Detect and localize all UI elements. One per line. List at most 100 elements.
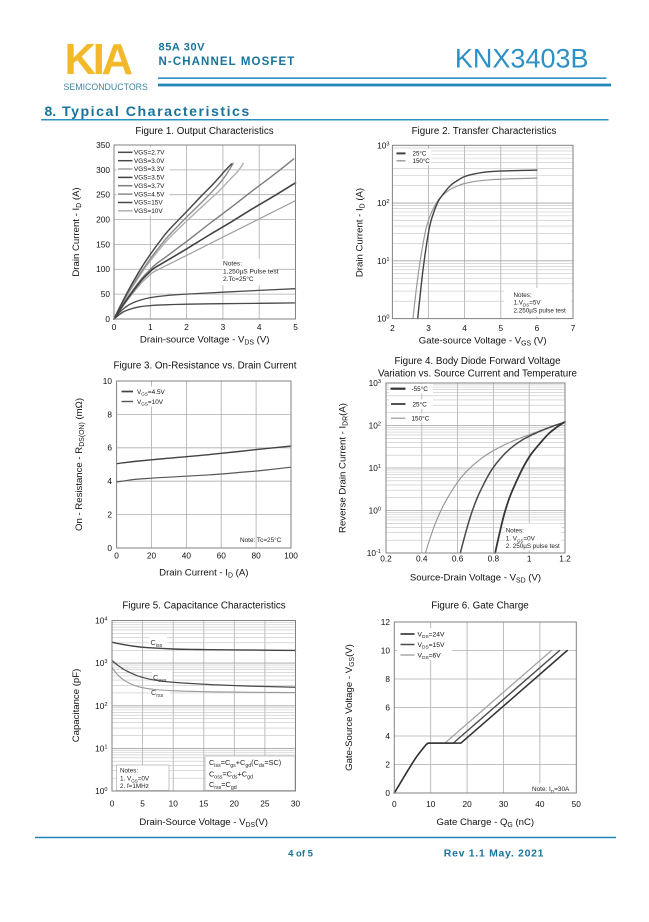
- svg-text:3: 3: [221, 322, 226, 332]
- svg-text:102: 102: [369, 421, 381, 431]
- svg-text:150°C: 150°C: [412, 415, 430, 423]
- svg-text:5: 5: [293, 322, 298, 332]
- svg-text:Coss​=Cds​+Cgd​: Coss​=Cds​+Cgd​: [209, 770, 253, 781]
- svg-text:VGS​=4.5V: VGS​=4.5V: [137, 389, 166, 397]
- svg-text:Drain Current - ID​ (A): Drain Current - ID​ (A): [71, 187, 83, 276]
- svg-text:60: 60: [217, 551, 227, 561]
- svg-text:0: 0: [114, 551, 119, 561]
- svg-text:100: 100: [369, 506, 381, 516]
- svg-text:Figure 5. Capacitance Characte: Figure 5. Capacitance Characteristics: [122, 601, 285, 612]
- svg-text:KIA: KIA: [65, 36, 133, 84]
- svg-text:103: 103: [95, 658, 107, 668]
- svg-text:2: 2: [107, 510, 112, 520]
- svg-text:2: 2: [184, 322, 189, 332]
- svg-text:Figure 6. Gate Charge: Figure 6. Gate Charge: [431, 601, 529, 612]
- svg-text:VGS=10V: VGS=10V: [134, 208, 163, 215]
- svg-text:100: 100: [377, 314, 389, 324]
- svg-text:0: 0: [105, 314, 110, 324]
- svg-text:Note: ID​=30A: Note: ID​=30A: [532, 786, 570, 794]
- svg-text:KNX3403B: KNX3403B: [455, 44, 589, 74]
- svg-text:102: 102: [95, 701, 107, 711]
- svg-text:Gate-source Voltage - VGS​ (V): Gate-source Voltage - VGS​ (V): [419, 336, 547, 348]
- svg-text:20: 20: [462, 799, 472, 809]
- svg-text:6: 6: [385, 702, 390, 712]
- svg-text:VGS=3.7V: VGS=3.7V: [134, 183, 165, 190]
- svg-text:6: 6: [535, 323, 540, 333]
- svg-text:VDS​=24V: VDS​=24V: [418, 631, 446, 640]
- svg-text:8: 8: [385, 674, 390, 684]
- svg-text:2: 2: [390, 323, 395, 333]
- svg-text:50: 50: [101, 289, 111, 299]
- svg-text:Rev 1.1 May. 2021: Rev 1.1 May. 2021: [444, 848, 544, 860]
- svg-text:4: 4: [257, 322, 262, 332]
- svg-text:101: 101: [95, 743, 107, 753]
- svg-text:25°C: 25°C: [413, 401, 428, 409]
- svg-text:VGS=4.5V: VGS=4.5V: [134, 191, 165, 198]
- svg-text:Variation vs. Source Current a: Variation vs. Source Current and Tempera…: [378, 369, 577, 380]
- svg-text:25°C: 25°C: [413, 151, 427, 158]
- svg-text:103: 103: [377, 140, 389, 150]
- svg-text:2.250µS pulse test: 2.250µS pulse test: [514, 308, 567, 315]
- svg-text:10: 10: [426, 799, 436, 809]
- svg-text:0.8: 0.8: [488, 554, 500, 564]
- svg-text:2. f=1MHz: 2. f=1MHz: [120, 783, 149, 790]
- svg-text:0: 0: [110, 799, 115, 809]
- svg-text:Gate Charge - QG​ (nC): Gate Charge - QG​ (nC): [436, 817, 534, 829]
- svg-text:VDS​=6V: VDS​=6V: [418, 652, 442, 661]
- svg-text:Drain Current - ID​ (A): Drain Current - ID​ (A): [355, 188, 367, 277]
- svg-text:101: 101: [377, 256, 389, 266]
- svg-text:Figure 4. Body Diode Forward V: Figure 4. Body Diode Forward Voltage: [394, 356, 561, 367]
- svg-text:Ciss​=Cgs​+Cgd​(Cds​=SC): Ciss​=Cgs​+Cgd​(Cds​=SC): [209, 758, 281, 769]
- svg-text:1: 1: [148, 322, 153, 332]
- svg-text:VDS​=15V: VDS​=15V: [418, 642, 446, 651]
- svg-text:3: 3: [426, 323, 431, 333]
- svg-text:Crss​=Cgd​: Crss​=Cgd​: [209, 780, 237, 791]
- svg-text:On - Resistance - RDS(ON)​ (mΩ: On - Resistance - RDS(ON)​ (mΩ): [74, 398, 86, 531]
- svg-text:2. 250µS pulse test: 2. 250µS pulse test: [506, 543, 560, 550]
- svg-text:30: 30: [291, 799, 301, 809]
- svg-text:2.Tc=25°C: 2.Tc=25°C: [223, 275, 254, 283]
- svg-text:Drain-Source Voltage - VDS​(V): Drain-Source Voltage - VDS​(V): [139, 817, 268, 829]
- svg-text:200: 200: [96, 215, 110, 225]
- svg-text:102: 102: [377, 198, 389, 208]
- svg-text:0: 0: [392, 799, 397, 809]
- svg-text:Figure 2. Transfer Characteris: Figure 2. Transfer Characteristics: [412, 126, 557, 137]
- svg-text:1. VGS​=0V: 1. VGS​=0V: [506, 536, 536, 544]
- svg-text:Figure 1. Output Characteristi: Figure 1. Output Characteristics: [135, 126, 273, 137]
- svg-text:150: 150: [96, 239, 110, 249]
- svg-text:Gate-Source Voltage - VGS​(V): Gate-Source Voltage - VGS​(V): [344, 644, 356, 771]
- svg-text:100: 100: [95, 786, 107, 796]
- svg-text:100: 100: [284, 551, 298, 561]
- svg-text:VGS=2.7V: VGS=2.7V: [134, 150, 165, 157]
- svg-text:0.4: 0.4: [416, 554, 428, 564]
- svg-text:101: 101: [369, 463, 381, 473]
- svg-text:8.: 8.: [45, 103, 57, 119]
- svg-text:1. VGS​=0V: 1. VGS​=0V: [120, 776, 150, 784]
- svg-text:Notes:: Notes:: [506, 528, 524, 535]
- svg-text:7: 7: [571, 323, 576, 333]
- svg-text:Typical Characteristics: Typical Characteristics: [62, 104, 251, 120]
- svg-text:4: 4: [107, 476, 112, 486]
- svg-text:Figure 3. On-Resistance vs. Dr: Figure 3. On-Resistance vs. Drain Curren…: [114, 361, 297, 372]
- svg-text:Notes:: Notes:: [223, 261, 242, 268]
- svg-text:VGS=15V: VGS=15V: [134, 200, 163, 207]
- svg-text:0.6: 0.6: [452, 554, 464, 564]
- svg-text:Ciss​: Ciss​: [151, 638, 163, 649]
- svg-text:10: 10: [381, 645, 391, 655]
- svg-text:N-CHANNEL MOSFET: N-CHANNEL MOSFET: [159, 56, 296, 68]
- svg-text:Reverse Drain Current - IDR​(A: Reverse Drain Current - IDR​(A): [338, 403, 350, 533]
- svg-text:250: 250: [96, 190, 110, 200]
- svg-text:Drain-source Voltage - VDS​ (V: Drain-source Voltage - VDS​ (V): [140, 335, 270, 347]
- svg-text:Crss​: Crss​: [151, 688, 164, 699]
- svg-text:25: 25: [260, 799, 270, 809]
- svg-text:0: 0: [107, 543, 112, 553]
- svg-text:30: 30: [499, 799, 509, 809]
- svg-text:1.250µS Pulse test: 1.250µS Pulse test: [223, 269, 279, 276]
- svg-text:2: 2: [385, 759, 390, 769]
- svg-text:5: 5: [140, 799, 145, 809]
- svg-text:104: 104: [95, 616, 107, 626]
- svg-text:10-1: 10-1: [367, 548, 381, 558]
- svg-text:85A 30V: 85A 30V: [159, 42, 206, 54]
- svg-text:4: 4: [385, 731, 390, 741]
- svg-text:Coss​: Coss​: [153, 673, 167, 684]
